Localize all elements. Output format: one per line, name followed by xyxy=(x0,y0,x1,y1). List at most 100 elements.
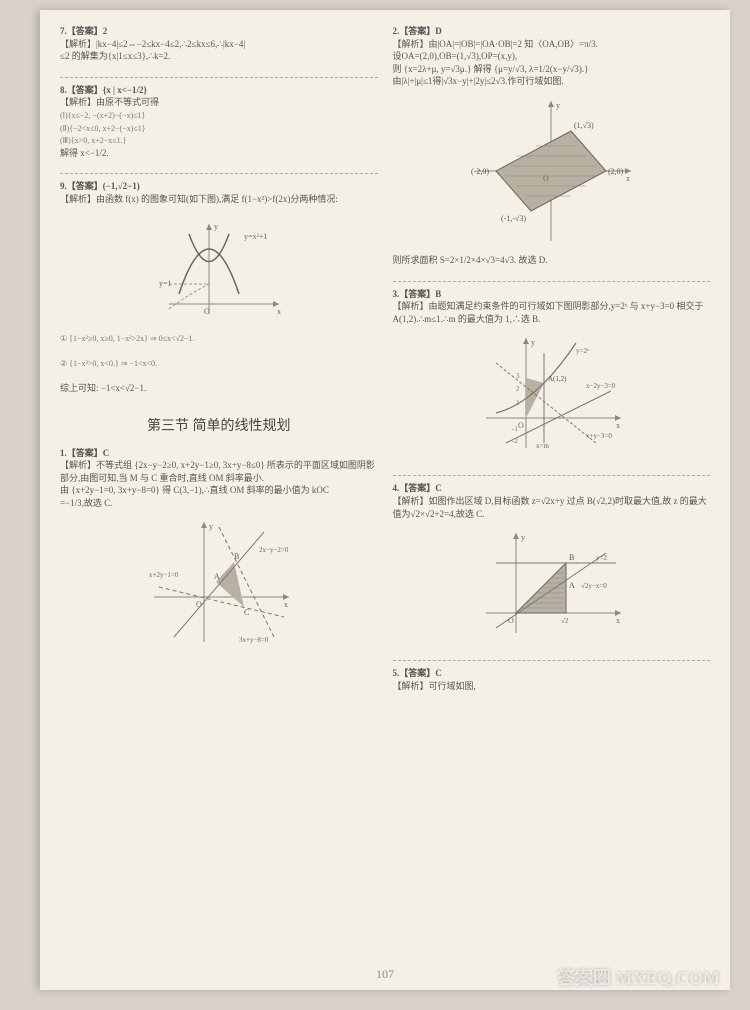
pt-a: A xyxy=(214,572,220,581)
q9-expl: 【解析】由函数 f(x) 的图象可知(如下图),满足 f(1−x²)>f(2x)… xyxy=(60,194,338,204)
y-axis: y xyxy=(556,101,560,110)
separator xyxy=(393,475,711,476)
line2: x+y−3=0 xyxy=(586,432,612,440)
line2-label: x+2y−1=0 xyxy=(149,571,179,579)
columns: 7.【答案】2 【解析】|kx−4|≤2⇔−2≤kx−4≤2,∴2≤kx≤6,∴… xyxy=(60,25,710,925)
q8-answer: 8.【答案】{x | x<−1/2} xyxy=(60,85,147,95)
q1-expl4: =−1/3,故选 C. xyxy=(60,498,112,508)
page-number: 107 xyxy=(376,967,394,982)
exp-region-svg: y=2ˣ x−2y−3=0 x+y−3=0 x=m A(1,2) O x y 3… xyxy=(476,333,626,453)
rhombus-graph-svg: (1,√3) (2,0) (-2,0) (-1,-√3) O x y xyxy=(466,96,636,246)
q9-answer: 9.【答案】(−1,√2−1) xyxy=(60,181,140,191)
line2: √2y−x=0 xyxy=(581,582,607,590)
q2-e3: 则 {x=2λ+μ, y=√3μ.} 解得 {μ=y/√3, λ=1/2(x−y… xyxy=(393,64,589,74)
q8-result: 解得 x<−1/2. xyxy=(60,148,109,158)
q2-answer: 2.【答案】D xyxy=(393,26,442,36)
x-label: x xyxy=(277,307,281,316)
line3-label: 3x+y−8=0 xyxy=(239,636,269,644)
pt2: (2,0) xyxy=(608,167,624,176)
pt-c: C xyxy=(244,608,249,617)
q1-expl2: 部分,由图可知,当 M 与 C 重合时,直线 OM 斜率最小. xyxy=(60,473,264,483)
origin: O xyxy=(508,616,514,625)
curve-label: y=x²+1 xyxy=(244,232,267,241)
tick2: 2 xyxy=(516,385,520,393)
q7-expl1: 【解析】|kx−4|≤2⇔−2≤kx−4≤2,∴2≤kx≤6,∴|kx−4| xyxy=(60,39,245,49)
q3: 3.【答案】B 【解析】由题知满足约束条件的可行域如下图阴影部分,y=2ˣ 与 … xyxy=(393,288,711,462)
region-graph-1-svg: 2x−y−2=0 x+2y−1=0 3x+y−8=0 A B C O x y xyxy=(144,517,294,647)
q2-e2: 设OA=(2,0),OB=(1,√3),OP=(x,y), xyxy=(393,51,518,61)
q9-case2: ② {1−x²>0, x<0.} ⇒ −1<x<0. xyxy=(60,359,157,368)
q1-graph: 2x−y−2=0 x+2y−1=0 3x+y−8=0 A B C O x y xyxy=(60,517,378,647)
pt4: (-1,-√3) xyxy=(501,214,526,223)
pt-b: B xyxy=(234,552,239,561)
q5-answer: 5.【答案】C xyxy=(393,668,442,678)
tick-2: -2 xyxy=(512,437,518,445)
separator xyxy=(60,173,378,174)
q3-expl: 【解析】由题知满足约束条件的可行域如下图阴影部分,y=2ˣ 与 x+y−3=0 … xyxy=(393,301,704,324)
page: 7.【答案】2 【解析】|kx−4|≤2⇔−2≤kx−4≤2,∴2≤kx≤6,∴… xyxy=(40,10,730,990)
q4-answer: 4.【答案】C xyxy=(393,483,442,493)
separator xyxy=(60,77,378,78)
q7-expl2: ≤2 的解集为{x|1≤x≤3},∴k=2. xyxy=(60,51,170,61)
q9-graph: y=x²+1 y=1 O x y xyxy=(60,214,378,324)
q3-answer: 3.【答案】B xyxy=(393,289,442,299)
separator xyxy=(393,281,711,282)
q8-case1: (Ⅰ){x≤−2, −(x+2)−(−x)≤1} xyxy=(60,111,145,120)
x-axis: x xyxy=(284,600,288,609)
curve: y=2ˣ xyxy=(576,347,590,355)
origin-label: O xyxy=(204,307,210,316)
parabola-graph-svg: y=x²+1 y=1 O x y xyxy=(149,214,289,324)
separator xyxy=(393,660,711,661)
triangle-region-svg: y=2 √2y−x=0 A B O x y √2 xyxy=(476,528,626,638)
y-axis: y xyxy=(521,533,525,542)
q9-final: 综上可知: −1<x<√2−1. xyxy=(60,383,146,393)
origin: O xyxy=(196,600,202,609)
tick-1: -1 xyxy=(512,425,518,433)
q1: 1.【答案】C 【解析】不等式组 {2x−y−2≥0, x+2y−1≥0, 3x… xyxy=(60,447,378,656)
q2-e4: 由|λ|+|μ|≤1得|√3x−y|+|2y|≤2√3.作可行域如图. xyxy=(393,76,564,86)
q7-answer: 7.【答案】2 xyxy=(60,26,107,36)
line1-label: 2x−y−2=0 xyxy=(259,546,289,554)
y-axis: y xyxy=(209,522,213,531)
pt-b: B xyxy=(569,553,574,562)
q4-expl: 【解析】如图作出区域 D,目标函数 z=√2x+y 过点 B(√2,2)时取最大… xyxy=(393,496,707,519)
origin: O xyxy=(518,421,524,430)
right-column: 2.【答案】D 【解析】由|OA|=|OB|=|OA·OB|=2 知〈OA,OB… xyxy=(393,25,711,925)
origin: O xyxy=(543,174,549,183)
q1-expl3: 由 {x+2y−1=0, 3x+y−8=0} 得 C(3,−1),∴直线 OM … xyxy=(60,485,329,495)
q2: 2.【答案】D 【解析】由|OA|=|OB|=|OA·OB|=2 知〈OA,OB… xyxy=(393,25,711,267)
x-axis: x xyxy=(616,616,620,625)
q4: 4.【答案】C 【解析】如图作出区域 D,目标函数 z=√2x+y 过点 B(√… xyxy=(393,482,711,646)
line1: y=2 xyxy=(596,554,607,562)
q8-expl: 【解析】由原不等式可得 xyxy=(60,97,159,107)
line1: x−2y−3=0 xyxy=(586,382,616,390)
q2-graph: (1,√3) (2,0) (-2,0) (-1,-√3) O x y xyxy=(393,96,711,246)
y-axis: y xyxy=(531,338,535,347)
x-axis: x xyxy=(626,174,630,183)
hline-label: y=1 xyxy=(159,279,172,288)
q1-expl1: 【解析】不等式组 {2x−y−2≥0, x+2y−1≥0, 3x+y−8≤0} … xyxy=(60,460,375,470)
q9-case1: ① {1−x²≥0, x≥0, 1−x²>2x} ⇒ 0≤x<√2−1. xyxy=(60,334,194,343)
tick3: 3 xyxy=(516,372,520,380)
q3-graph: y=2ˣ x−2y−3=0 x+y−3=0 x=m A(1,2) O x y 3… xyxy=(393,333,711,453)
pt-a: A xyxy=(569,581,575,590)
pt-a: A(1,2) xyxy=(548,375,567,383)
m-line: x=m xyxy=(536,442,549,450)
y-label: y xyxy=(214,222,218,231)
section-title: 第三节 简单的线性规划 xyxy=(60,415,378,435)
q2-e1: 【解析】由|OA|=|OB|=|OA·OB|=2 知〈OA,OB〉=π/3. xyxy=(393,39,598,49)
q1-answer: 1.【答案】C xyxy=(60,448,109,458)
tick1: 1 xyxy=(516,399,520,407)
q2-final: 则所求面积 S=2×1/2×4×√3=4√3. 故选 D. xyxy=(393,255,548,265)
sqrt2: √2 xyxy=(561,617,569,625)
q5: 5.【答案】C 【解析】可行域如图, xyxy=(393,667,711,692)
watermark: 答案圈 MXEQ.COM xyxy=(557,964,720,990)
pt1: (1,√3) xyxy=(574,121,594,130)
pt3: (-2,0) xyxy=(471,167,489,176)
q9: 9.【答案】(−1,√2−1) 【解析】由函数 f(x) 的图象可知(如下图),… xyxy=(60,180,378,394)
q8: 8.【答案】{x | x<−1/2} 【解析】由原不等式可得 (Ⅰ){x≤−2,… xyxy=(60,84,378,160)
q4-graph: y=2 √2y−x=0 A B O x y √2 xyxy=(393,528,711,638)
q7: 7.【答案】2 【解析】|kx−4|≤2⇔−2≤kx−4≤2,∴2≤kx≤6,∴… xyxy=(60,25,378,63)
q8-case2: (Ⅱ){−2<x≤0, x+2−(−x)≤1} xyxy=(60,124,146,133)
q5-expl: 【解析】可行域如图, xyxy=(393,681,476,691)
